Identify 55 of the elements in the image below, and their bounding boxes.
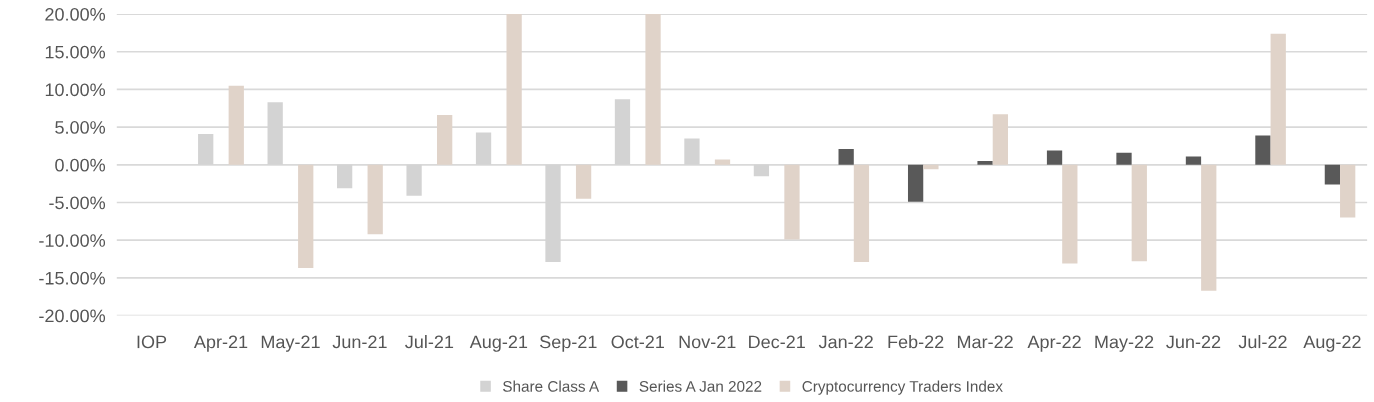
x-tick-label: Dec-21 <box>749 335 805 349</box>
y-tick-label: 15.00% <box>45 45 106 59</box>
y-tick-label: -10.00% <box>39 234 106 247</box>
y-tick-label: -20.00% <box>39 309 106 323</box>
y-tick-label: 20.00% <box>45 8 106 21</box>
x-tick-label: May-21 <box>261 335 320 352</box>
x-tick-label: May-22 <box>1095 335 1154 352</box>
bar <box>853 164 870 263</box>
bar <box>1324 164 1341 185</box>
x-tick-label: Nov-21 <box>679 335 736 349</box>
bar <box>1116 152 1132 165</box>
bar <box>714 159 731 165</box>
x-tick-label: Mar-22 <box>957 335 1013 349</box>
x-tick-label: Jun-22 <box>1166 335 1221 349</box>
x-tick-label: Jul-22 <box>1238 335 1287 349</box>
x-tick-label: Aug-22 <box>1303 335 1361 352</box>
legend-label: Cryptocurrency Traders Index <box>802 380 1003 395</box>
bar <box>907 164 924 202</box>
bar <box>437 115 453 165</box>
x-tick-label: IOP <box>137 335 167 349</box>
bar <box>645 14 661 165</box>
bar <box>784 164 800 240</box>
bar <box>367 164 383 235</box>
bar <box>838 148 854 165</box>
bar <box>1270 33 1286 165</box>
bar <box>992 114 1008 165</box>
bar <box>923 164 939 170</box>
x-tick-label: Apr-21 <box>193 335 248 352</box>
bar <box>575 164 592 199</box>
bar <box>1062 164 1078 264</box>
bar <box>228 85 244 165</box>
y-tick-label: 0.00% <box>55 158 106 172</box>
bar <box>1185 156 1202 165</box>
y-tick-label: 10.00% <box>45 83 106 97</box>
x-tick-label: Apr-22 <box>1027 335 1081 352</box>
x-tick-label: Jun-21 <box>332 335 387 349</box>
bar <box>1255 135 1271 165</box>
legend-label: Series A Jan 2022 <box>639 380 762 392</box>
bar <box>977 161 993 165</box>
y-tick-label: 5.00% <box>55 121 106 134</box>
y-tick-label: -15.00% <box>39 271 106 285</box>
x-tick-label: Aug-21 <box>469 335 528 352</box>
x-tick-label: Feb-22 <box>888 335 944 349</box>
bar <box>1340 164 1356 218</box>
bar <box>1131 164 1147 262</box>
bar <box>1046 150 1063 165</box>
bar <box>506 14 522 165</box>
x-tick-label: Jan-22 <box>818 335 873 349</box>
legend-label: Share Class A <box>503 380 600 392</box>
bar <box>298 164 314 269</box>
bar <box>1201 164 1217 291</box>
y-tick-label: -5.00% <box>49 196 106 210</box>
x-tick-label: Oct-21 <box>611 335 664 349</box>
x-tick-label: Jul-21 <box>405 335 454 349</box>
x-tick-label: Sep-21 <box>540 335 597 352</box>
